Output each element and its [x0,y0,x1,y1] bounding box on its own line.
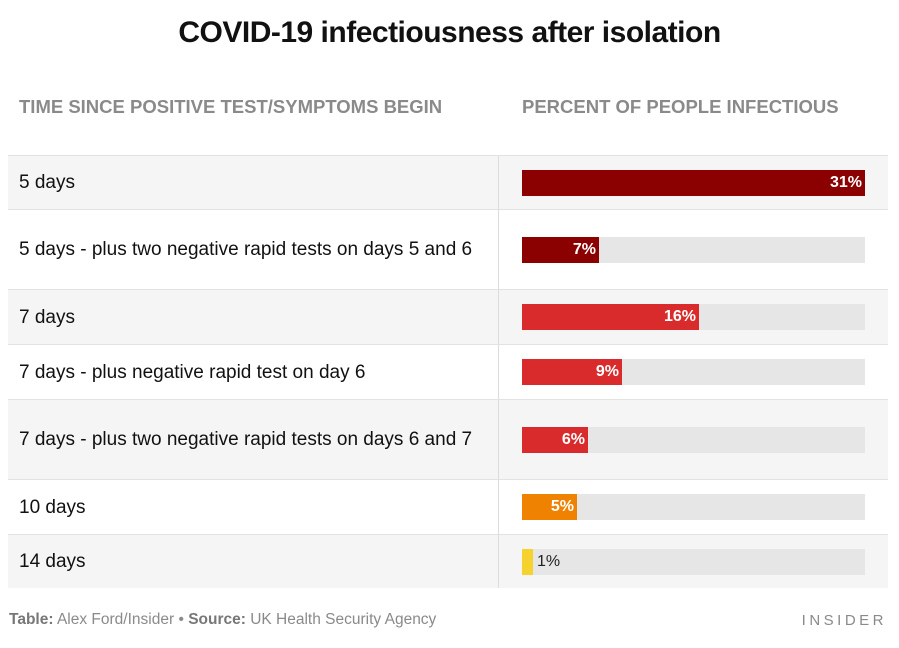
table-row: 7 days - plus two negative rapid tests o… [8,399,888,479]
table-row: 10 days 5% [8,479,888,534]
footer-table-value: Alex Ford/Insider [56,611,175,628]
bar-cell: 7% [499,210,888,289]
category-label: 5 days [19,172,75,193]
data-label: 7% [572,240,596,258]
bar-table: 5 days 31% 5 days - plus two negative rapi… [8,155,888,588]
bar [522,304,699,330]
column-header-percent: PERCENT OF PEOPLE INFECTIOUS [522,96,839,117]
bar [522,548,533,575]
category-label: 10 days [19,496,86,518]
column-header-time: TIME SINCE POSITIVE TEST/SYMPTOMS BEGIN [19,96,443,117]
table-row: 5 days - plus two negative rapid tests o… [8,209,888,289]
bar-cell: 31% [499,156,888,209]
bar [522,169,865,196]
bar-track: 7% [522,236,865,263]
category-label: 7 days - plus negative rapid test on day… [19,361,366,383]
data-label: 1% [537,552,561,570]
bar [522,359,622,385]
row-label-cell: 14 days [8,535,499,588]
data-label: 31% [829,173,862,191]
row-label-cell: 7 days - plus negative rapid test on day… [8,345,499,399]
table-row: 7 days 16% [8,289,888,344]
bar [522,426,588,453]
table-row: 14 days 1% [8,534,888,588]
bar-track: 9% [522,359,865,385]
row-label-cell: 7 days [8,290,499,344]
category-label: 5 days - plus two negative rapid tests o… [19,239,473,260]
footer-source-label: Source: [188,611,246,628]
bar-track: 6% [522,426,865,453]
data-label: 6% [561,430,585,448]
bar-cell: 9% [499,345,888,399]
data-label: 16% [663,308,696,325]
row-label-cell: 5 days [8,156,499,209]
insider-logo: INSIDER [801,612,887,629]
data-label: 5% [550,498,574,515]
bar [522,494,577,520]
footer-source-value: UK Health Security Agency [250,611,437,628]
category-label: 7 days [19,306,75,328]
bar [522,236,599,263]
bar-cell: 6% [499,400,888,479]
table-row: 5 days 31% [8,155,888,209]
bar-track: 5% [522,494,865,520]
bar-cell: 1% [499,535,888,588]
data-label: 9% [595,363,619,380]
bar-track: 1% [522,548,865,575]
chart-title: COVID-19 infectiousness after isolation [178,16,721,49]
category-label: 14 days [19,551,86,572]
footer-bullet: • [178,611,184,628]
footer-credits: Table: Alex Ford/Insider • Source: UK He… [9,611,436,629]
table-row: 7 days - plus negative rapid test on day… [8,344,888,399]
bar-track: 31% [522,169,865,196]
row-label-cell: 7 days - plus two negative rapid tests o… [8,400,499,479]
bar-cell: 16% [499,290,888,344]
row-label-cell: 5 days - plus two negative rapid tests o… [8,210,499,289]
category-label: 7 days - plus two negative rapid tests o… [19,429,473,450]
row-label-cell: 10 days [8,480,499,534]
bar-cell: 5% [499,480,888,534]
footer-table-label: Table: [9,611,54,628]
bar-track: 16% [522,304,865,330]
